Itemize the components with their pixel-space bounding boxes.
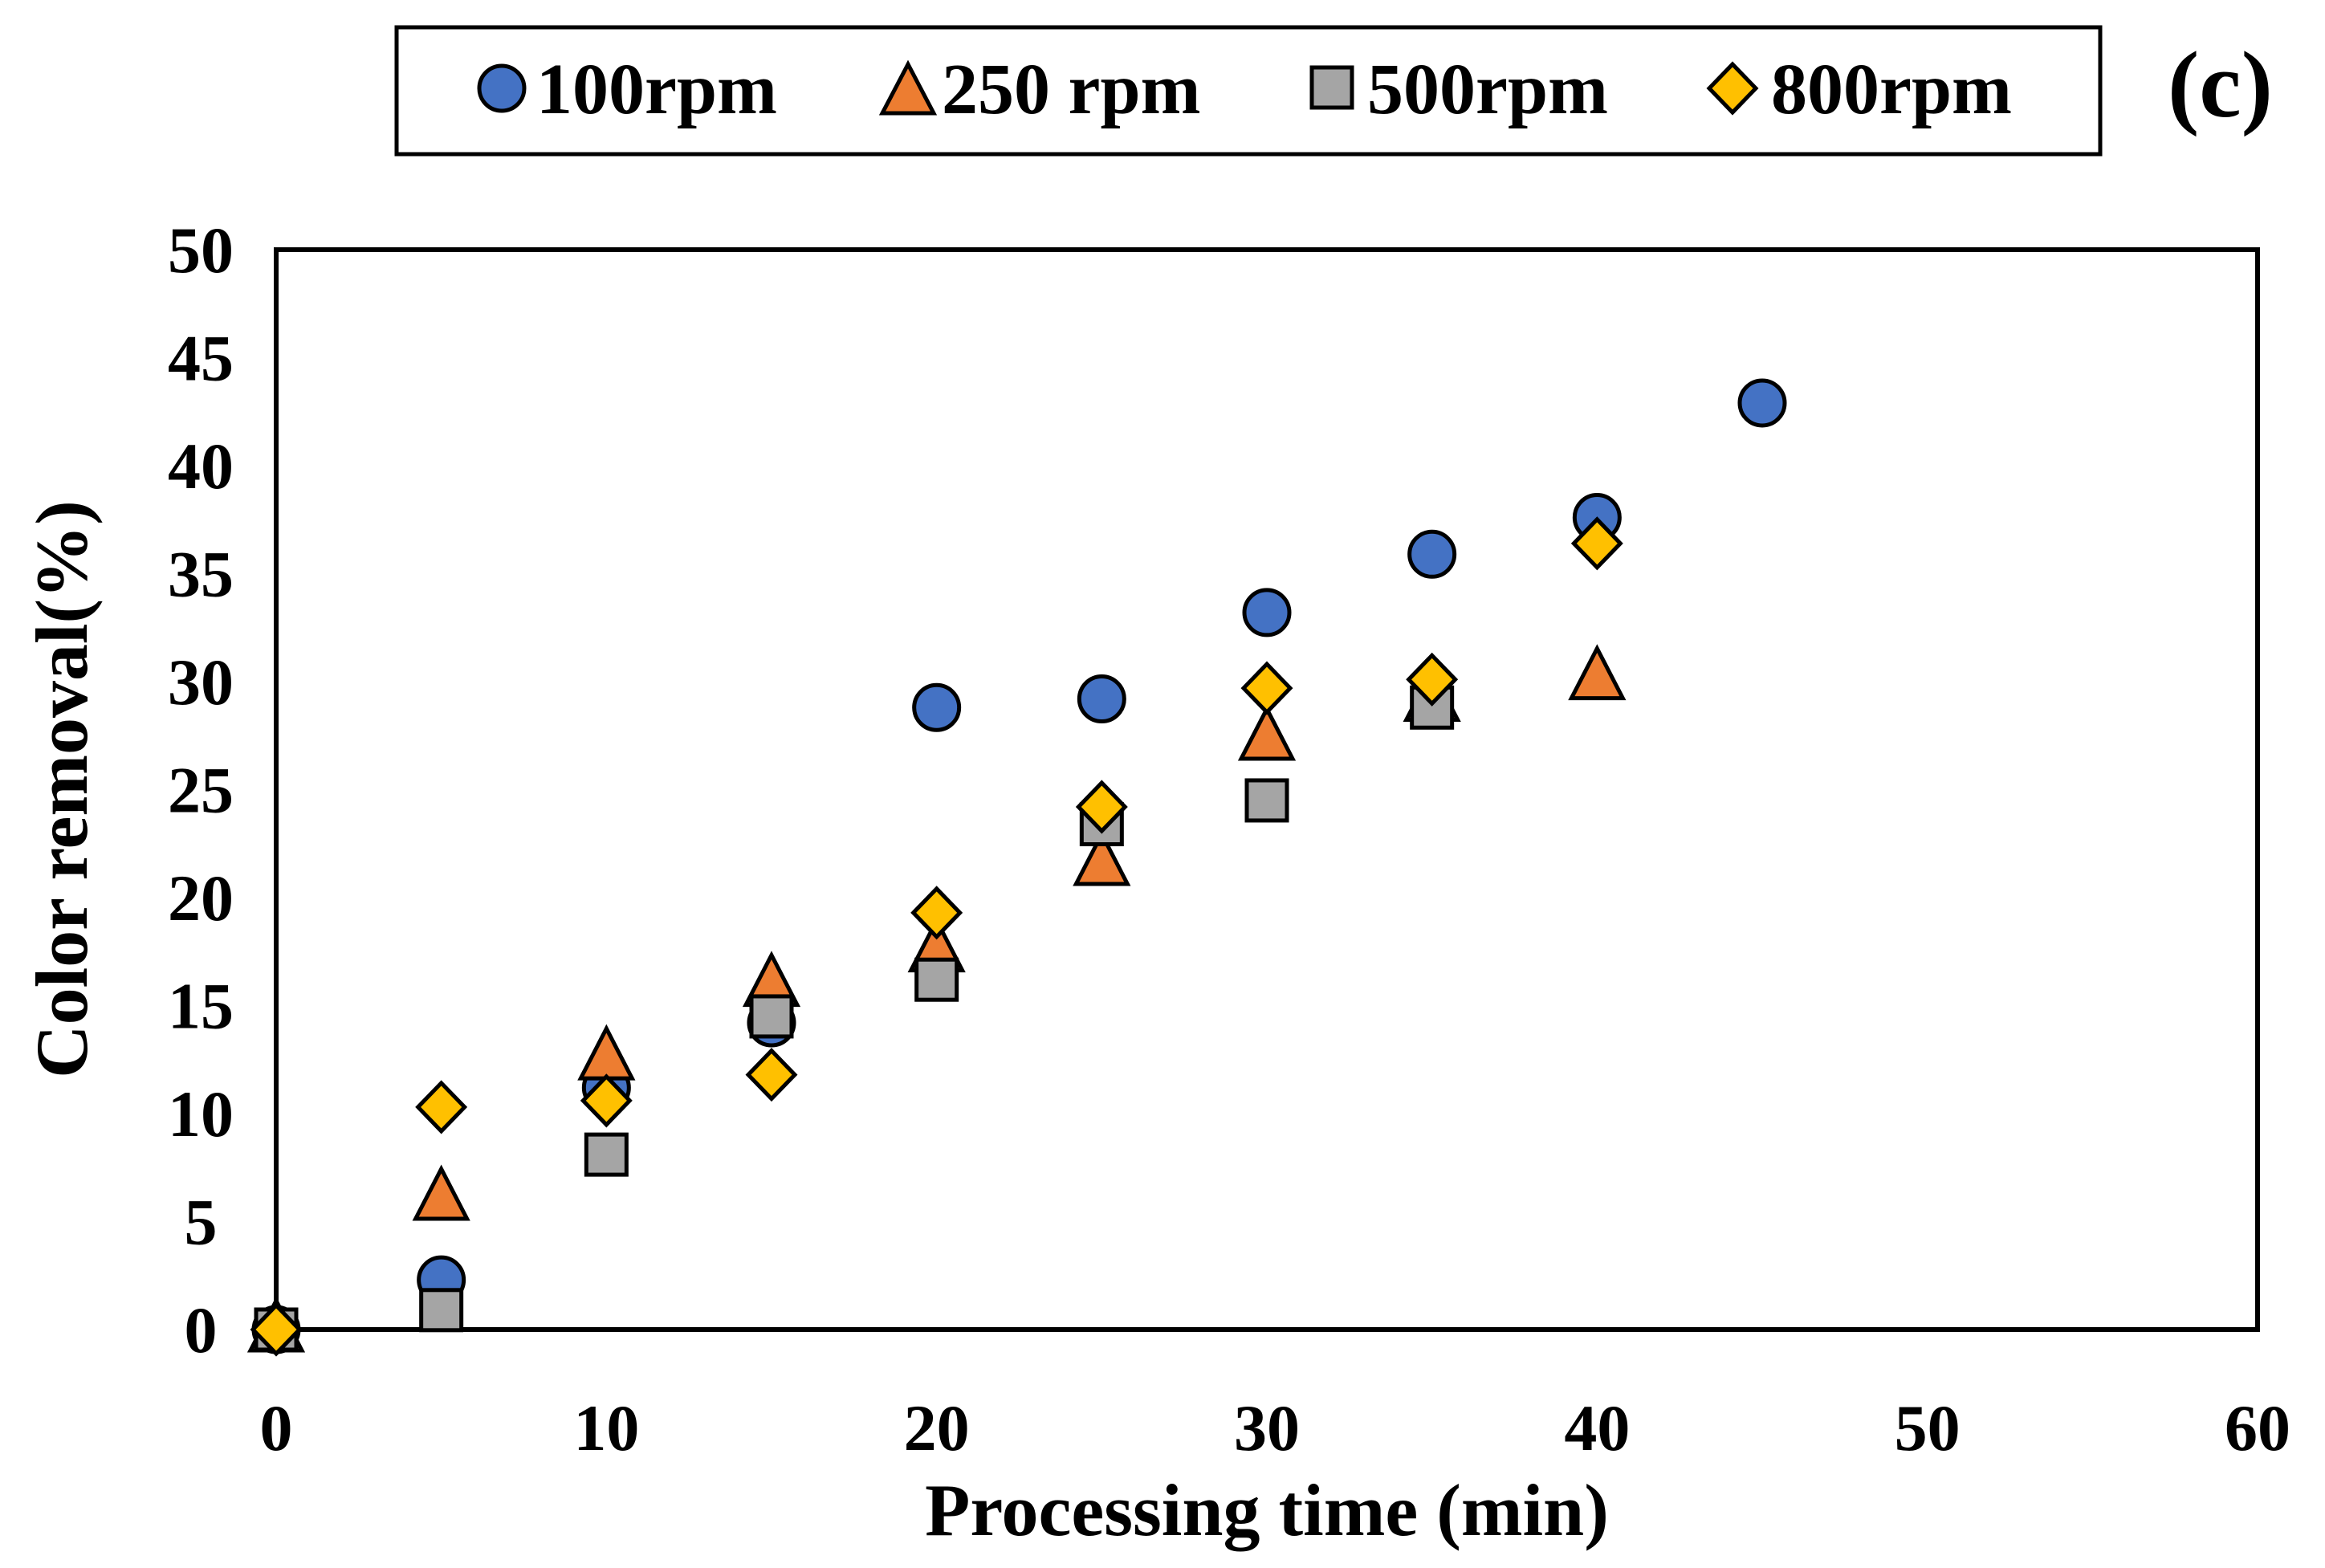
- series-800rpm: [250, 516, 1623, 1357]
- x-tick-label: 60: [2225, 1391, 2290, 1464]
- data-markers: [246, 378, 1787, 1357]
- data-point-diamond: [1240, 661, 1293, 715]
- legend-item-500rpm: 500rpm: [1309, 50, 1608, 129]
- data-point-circle: [1242, 588, 1292, 637]
- y-tick-label: 45: [168, 322, 234, 395]
- data-point-diamond: [250, 1302, 303, 1357]
- data-point-square: [584, 1132, 629, 1177]
- legend-label-250rpm: 250 rpm: [942, 50, 1200, 129]
- data-point-triangle: [1073, 829, 1131, 886]
- data-point-circle: [912, 682, 962, 732]
- data-point-square: [419, 1288, 464, 1333]
- y-tick-label: 0: [185, 1293, 218, 1366]
- data-point-diamond: [910, 886, 963, 940]
- x-tick-label: 0: [260, 1391, 293, 1464]
- legend-label-100rpm: 100rpm: [536, 50, 777, 129]
- legend-label-800rpm: 800rpm: [1771, 50, 2012, 129]
- legend-diamond-marker: [1706, 61, 1759, 116]
- data-point-circle: [1737, 378, 1787, 428]
- y-axis-title: Color removal(%): [21, 500, 103, 1078]
- data-point-square: [1244, 778, 1289, 823]
- data-point-circle: [1077, 674, 1126, 724]
- y-axis-ticks: 0 5 10 15 20 25 30 35 40 45 50: [168, 214, 234, 1366]
- x-tick-label: 40: [1564, 1391, 1630, 1464]
- plot-area: [274, 247, 2260, 1332]
- data-point-triangle: [412, 1164, 470, 1221]
- data-point-diamond: [580, 1073, 633, 1128]
- panel-label: (c): [2168, 32, 2273, 137]
- legend-square-marker: [1309, 65, 1354, 110]
- y-tick-label: 25: [168, 754, 234, 827]
- legend-item-100rpm: 100rpm: [477, 50, 777, 129]
- y-tick-label: 30: [168, 646, 234, 719]
- y-tick-label: 15: [168, 970, 234, 1043]
- data-point-diamond: [1406, 652, 1459, 707]
- y-tick-label: 5: [185, 1186, 218, 1259]
- data-point-diamond: [745, 1047, 798, 1102]
- data-point-diamond: [1570, 516, 1623, 571]
- data-point-square: [914, 957, 959, 1002]
- legend-item-250rpm: 250 rpm: [878, 50, 1200, 129]
- series-500rpm: [254, 685, 1455, 1352]
- x-tick-label: 20: [904, 1391, 970, 1464]
- y-tick-label: 40: [168, 430, 234, 503]
- x-tick-label: 50: [1895, 1391, 1961, 1464]
- x-tick-label: 30: [1234, 1391, 1300, 1464]
- data-point-triangle: [1237, 704, 1297, 761]
- y-tick-label: 20: [168, 861, 234, 935]
- x-axis-title: Processing time (min): [925, 1469, 1609, 1551]
- data-point-circle: [1407, 529, 1457, 579]
- x-tick-label: 10: [573, 1391, 639, 1464]
- data-point-diamond: [415, 1080, 468, 1134]
- legend-box: [394, 25, 2103, 157]
- series-100rpm: [251, 378, 1787, 1354]
- legend-label-500rpm: 500rpm: [1367, 50, 1608, 129]
- legend-item-800rpm: 800rpm: [1706, 50, 2012, 129]
- data-point-diamond: [1075, 780, 1128, 834]
- y-tick-label: 35: [168, 538, 234, 611]
- legend-triangle-marker: [878, 59, 938, 116]
- data-point-triangle: [1568, 644, 1627, 701]
- data-point-square: [749, 994, 794, 1039]
- legend-circle-marker: [477, 63, 527, 113]
- y-tick-label: 50: [168, 214, 234, 287]
- x-axis-ticks: 0 10 20 30 40 50 60: [260, 1391, 2291, 1464]
- data-point-triangle: [577, 1024, 636, 1081]
- y-tick-label: 10: [168, 1077, 234, 1151]
